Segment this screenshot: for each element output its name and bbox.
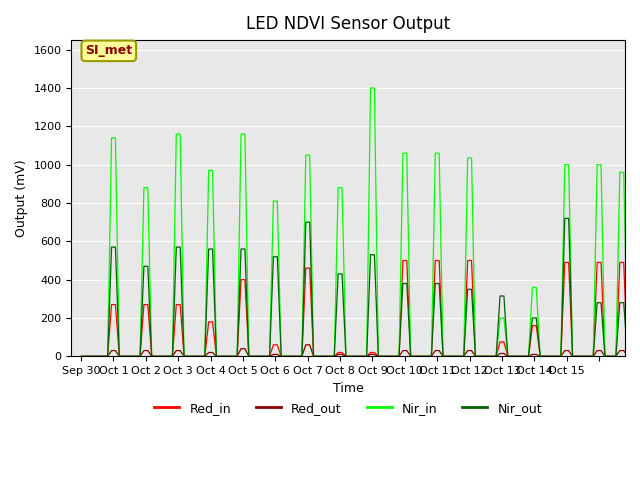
Nir_out xyxy=(628,353,636,359)
Red_out xyxy=(403,348,411,353)
Red_out xyxy=(212,353,220,359)
Nir_out xyxy=(399,281,407,287)
Red_out xyxy=(168,353,176,359)
Red_out xyxy=(565,348,573,353)
Line: Nir_in: Nir_in xyxy=(81,88,632,356)
Red_in xyxy=(266,353,273,359)
Red_out xyxy=(266,353,273,359)
Red_out xyxy=(569,353,577,359)
Nir_out xyxy=(212,353,220,359)
Nir_out xyxy=(266,353,273,359)
Legend: Red_in, Red_out, Nir_in, Nir_out: Red_in, Red_out, Nir_in, Nir_out xyxy=(150,396,547,420)
Red_in xyxy=(569,353,577,359)
Nir_in xyxy=(266,353,273,359)
Nir_out xyxy=(77,353,85,359)
Line: Nir_out: Nir_out xyxy=(81,218,632,356)
Nir_out xyxy=(569,353,577,359)
Red_in xyxy=(77,353,85,359)
Y-axis label: Output (mV): Output (mV) xyxy=(15,159,28,237)
Line: Red_in: Red_in xyxy=(81,261,632,356)
Nir_in xyxy=(212,353,220,359)
Nir_in xyxy=(367,85,374,91)
Title: LED NDVI Sensor Output: LED NDVI Sensor Output xyxy=(246,15,451,33)
Red_in xyxy=(212,353,220,359)
Nir_out xyxy=(168,353,176,359)
Nir_in xyxy=(77,353,85,359)
Red_in xyxy=(399,258,407,264)
Nir_in xyxy=(565,162,573,168)
Red_in xyxy=(168,353,176,359)
Nir_out xyxy=(565,216,573,221)
Text: SI_met: SI_met xyxy=(85,44,132,57)
X-axis label: Time: Time xyxy=(333,382,364,395)
Nir_in xyxy=(168,353,176,359)
Red_out xyxy=(77,353,85,359)
Nir_in xyxy=(403,150,411,156)
Red_out xyxy=(302,342,310,348)
Red_out xyxy=(628,353,636,359)
Nir_out xyxy=(561,216,568,221)
Red_in xyxy=(628,353,636,359)
Nir_in xyxy=(628,353,636,359)
Nir_in xyxy=(569,353,577,359)
Red_in xyxy=(403,258,411,264)
Line: Red_out: Red_out xyxy=(81,345,632,356)
Red_in xyxy=(565,260,573,265)
